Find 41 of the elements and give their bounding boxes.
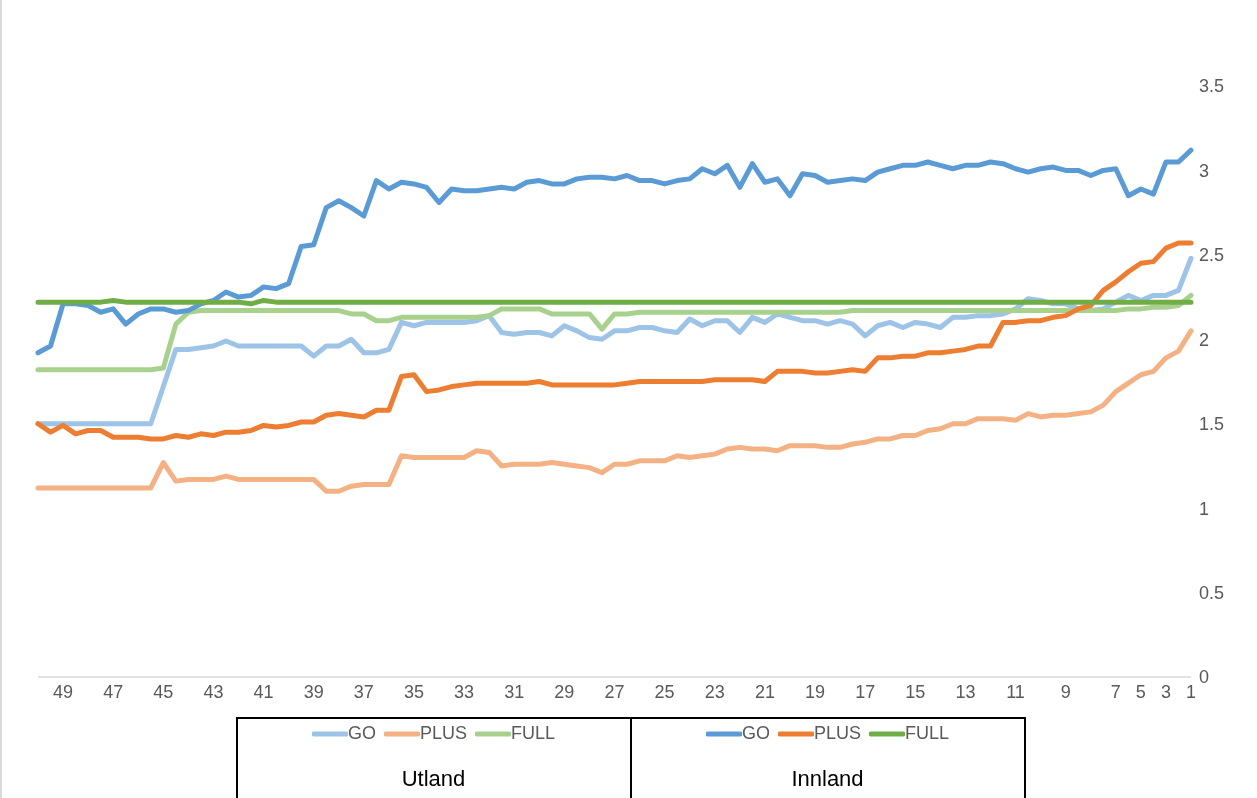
- y-tick-label: 2: [1199, 329, 1210, 350]
- legend-label: PLUS: [419, 723, 468, 744]
- y-tick-label: 1.5: [1199, 414, 1225, 435]
- x-tick-label: 31: [504, 681, 525, 702]
- x-tick-label: 27: [604, 681, 625, 702]
- x-tick-label: 11: [1006, 681, 1025, 702]
- legend-label: GO: [347, 723, 376, 744]
- x-tick-label: 15: [905, 681, 926, 702]
- x-tick-label: 1: [1185, 681, 1197, 702]
- x-tick-label: 19: [805, 681, 826, 702]
- x-tick-label: 17: [855, 681, 876, 702]
- y-tick-label: 3.5: [1199, 76, 1225, 97]
- x-tick-label: 29: [554, 681, 575, 702]
- legend-label: FULL: [905, 723, 950, 744]
- x-tick-label: 13: [955, 681, 976, 702]
- y-tick-label: 0: [1199, 667, 1210, 688]
- text: Innland: [791, 766, 864, 791]
- text: Utland: [401, 766, 466, 791]
- legend-label: FULL: [511, 723, 556, 744]
- y-tick-label: 1: [1199, 498, 1210, 519]
- x-tick-label: 21: [754, 681, 775, 702]
- x-tick-label: 35: [403, 681, 424, 702]
- y-tick-label: 3: [1199, 160, 1210, 181]
- x-tick-label: 39: [303, 681, 324, 702]
- x-tick-label: 3: [1160, 681, 1171, 702]
- x-tick-label: 41: [253, 681, 274, 702]
- x-tick-label: 23: [704, 681, 725, 702]
- x-tick-label: 43: [203, 681, 224, 702]
- x-tick-label: 5: [1135, 681, 1146, 702]
- x-tick-label: 7: [1110, 681, 1121, 702]
- legend-label: PLUS: [813, 723, 862, 744]
- x-tick-label: 45: [153, 681, 174, 702]
- x-tick-label: 47: [103, 681, 124, 702]
- x-tick-label: 49: [53, 681, 74, 702]
- x-tick-label: 25: [654, 681, 675, 702]
- y-tick-label: 2.5: [1199, 245, 1225, 266]
- x-tick-label: 33: [454, 681, 475, 702]
- y-tick-label: 0.5: [1199, 582, 1225, 603]
- x-tick-label: 9: [1060, 681, 1071, 702]
- x-tick-label: 37: [353, 681, 374, 702]
- legend-label: GO: [741, 723, 770, 744]
